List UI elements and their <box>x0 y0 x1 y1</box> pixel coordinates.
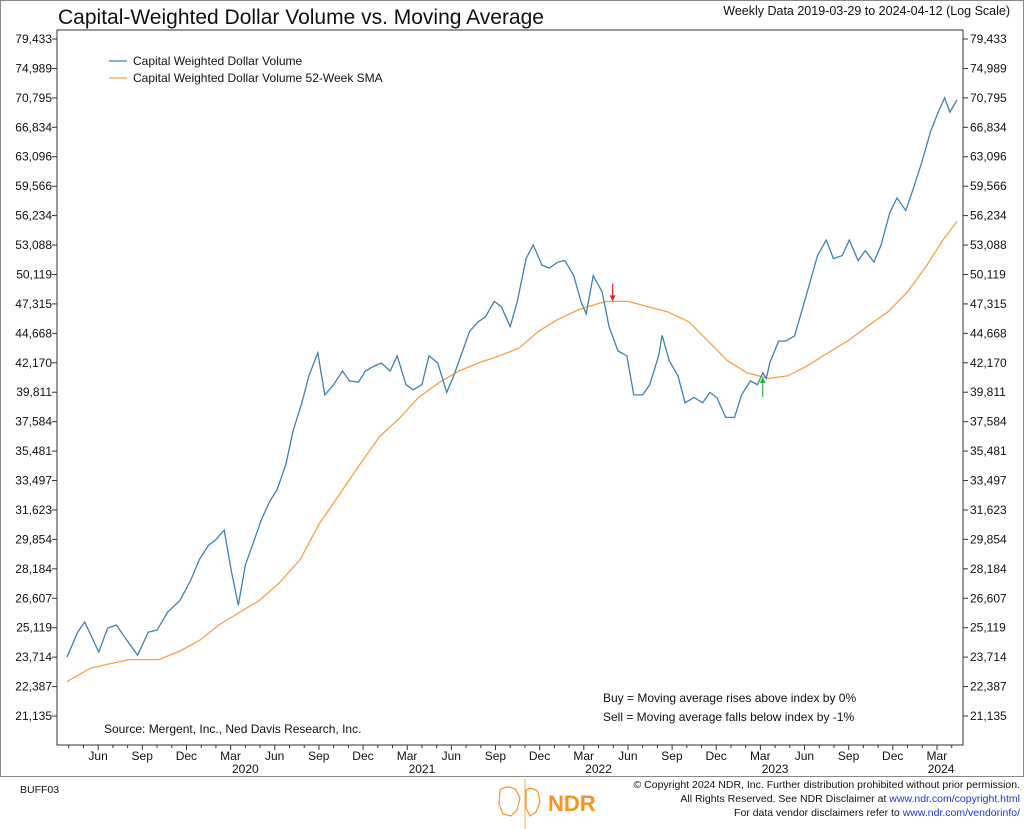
y-tick-label-left: 35,481 <box>15 444 52 458</box>
buy-arrow-head <box>759 377 766 384</box>
y-tick-label-left: 63,096 <box>15 150 52 164</box>
x-tick-label: Jun <box>618 749 637 763</box>
x-tick-label: Dec <box>352 749 373 763</box>
y-tick-label-right: 70,795 <box>970 91 1007 105</box>
y-tick-label-right: 63,096 <box>970 150 1007 164</box>
y-tick-label-right: 44,668 <box>970 326 1007 340</box>
y-tick-label-left: 70,795 <box>15 91 52 105</box>
y-tick-label-right: 29,854 <box>970 532 1007 546</box>
y-tick-label-right: 25,119 <box>970 621 1006 635</box>
y-tick-label-right: 66,834 <box>970 120 1007 134</box>
y-tick-label-left: 39,811 <box>16 385 52 399</box>
bull-bear-logo-icon <box>498 786 541 817</box>
legend: Capital Weighted Dollar Volume Capital W… <box>109 54 383 85</box>
x-tick-label: Dec <box>529 749 550 763</box>
ndr-logo: NDR <box>498 779 596 829</box>
vendor-link[interactable]: www.ndr.com/vendorinfo/ <box>902 807 1020 819</box>
vendor-text: For data vendor disclaimers refer to <box>734 807 903 819</box>
sell-rule-annotation: Sell = Moving average falls below index … <box>603 710 854 724</box>
x-tick-label: Mar <box>927 749 948 763</box>
y-tick-label-right: 35,481 <box>970 444 1007 458</box>
y-tick-label-left: 56,234 <box>15 209 52 223</box>
y-tick-label-right: 23,714 <box>970 650 1007 664</box>
y-tick-label-left: 31,623 <box>15 503 52 517</box>
volume-series-line <box>66 96 958 658</box>
plot-area <box>56 29 964 746</box>
chart-title: Capital-Weighted Dollar Volume vs. Movin… <box>58 6 544 29</box>
y-tick-label-right: 21,135 <box>970 709 1007 723</box>
x-tick-label: Dec <box>176 749 197 763</box>
y-tick-label-right: 39,811 <box>970 385 1006 399</box>
y-tick-label-right: 42,170 <box>970 356 1007 370</box>
legend-label-volume: Capital Weighted Dollar Volume <box>133 54 303 68</box>
chart-code: BUFF03 <box>20 784 59 796</box>
chart-subtitle: Weekly Data 2019-03-29 to 2024-04-12 (Lo… <box>723 4 1010 18</box>
legend-label-sma: Capital Weighted Dollar Volume 52-Week S… <box>133 71 383 85</box>
x-tick-label: Jun <box>442 749 461 763</box>
x-tick-label: Jun <box>88 749 107 763</box>
y-tick-label-left: 22,387 <box>15 680 52 694</box>
y-tick-label-left: 33,497 <box>15 474 52 488</box>
x-year-label: 2024 <box>928 762 955 776</box>
ndr-logo-text: NDR <box>548 791 596 816</box>
y-tick-label-left: 26,607 <box>15 591 52 605</box>
copyright-link[interactable]: www.ndr.com/copyright.html <box>889 793 1020 805</box>
x-tick-label: Dec <box>882 749 903 763</box>
y-tick-label-left: 25,119 <box>16 621 52 635</box>
x-tick-label: Sep <box>838 749 860 763</box>
y-tick-label-left: 29,854 <box>15 532 52 546</box>
copyright-notice: © Copyright 2024 NDR, Inc. Further distr… <box>633 779 1021 791</box>
x-year-label: 2020 <box>232 762 259 776</box>
y-tick-label-right: 26,607 <box>970 591 1007 605</box>
x-tick-label: Sep <box>661 749 683 763</box>
y-tick-label-right: 22,387 <box>970 680 1007 694</box>
y-tick-label-left: 23,714 <box>15 650 52 664</box>
y-tick-label-right: 59,566 <box>970 179 1007 193</box>
y-tick-label-right: 47,315 <box>970 297 1007 311</box>
y-tick-label-left: 37,584 <box>15 415 52 429</box>
rights-text: All Rights Reserved. See NDR Disclaimer … <box>680 793 890 805</box>
rights-notice: All Rights Reserved. See NDR Disclaimer … <box>680 793 1020 805</box>
y-tick-label-right: 33,497 <box>970 474 1007 488</box>
x-tick-label: Dec <box>705 749 726 763</box>
y-tick-label-right: 28,184 <box>970 562 1007 576</box>
x-tick-label: Mar <box>397 749 418 763</box>
x-tick-label: Sep <box>485 749 507 763</box>
x-tick-label: Mar <box>750 749 771 763</box>
x-tick-label: Sep <box>308 749 330 763</box>
y-tick-label-right: 79,433 <box>970 32 1007 46</box>
source-annotation: Source: Mergent, Inc., Ned Davis Researc… <box>104 722 361 736</box>
x-year-label: 2022 <box>585 762 612 776</box>
x-tick-label: Mar <box>220 749 241 763</box>
y-tick-label-left: 74,989 <box>15 61 52 75</box>
buy-rule-annotation: Buy = Moving average rises above index b… <box>603 691 856 705</box>
y-tick-label-right: 31,623 <box>970 503 1007 517</box>
y-tick-label-left: 44,668 <box>15 326 52 340</box>
sma-series-line <box>66 221 958 683</box>
y-tick-label-right: 53,088 <box>970 238 1007 252</box>
x-year-label: 2023 <box>762 762 789 776</box>
sell-arrow-head <box>609 295 616 302</box>
y-tick-label-right: 56,234 <box>970 209 1007 223</box>
y-tick-label-left: 50,119 <box>16 267 52 281</box>
y-tick-label-right: 50,119 <box>970 267 1006 281</box>
y-tick-label-left: 59,566 <box>15 179 52 193</box>
x-tick-label: Mar <box>573 749 594 763</box>
y-tick-label-left: 42,170 <box>15 356 52 370</box>
y-tick-label-right: 37,584 <box>970 415 1007 429</box>
y-tick-label-right: 74,989 <box>970 61 1007 75</box>
y-tick-label-left: 47,315 <box>15 297 52 311</box>
y-tick-label-left: 21,135 <box>15 709 52 723</box>
x-tick-label: Jun <box>265 749 284 763</box>
y-tick-label-left: 53,088 <box>15 238 52 252</box>
vendor-notice: For data vendor disclaimers refer to www… <box>734 807 1020 819</box>
x-tick-label: Jun <box>795 749 814 763</box>
y-tick-label-left: 66,834 <box>15 120 52 134</box>
y-tick-label-left: 28,184 <box>15 562 52 576</box>
x-year-label: 2021 <box>409 762 436 776</box>
y-tick-label-left: 79,433 <box>15 32 52 46</box>
x-tick-label: Sep <box>132 749 154 763</box>
